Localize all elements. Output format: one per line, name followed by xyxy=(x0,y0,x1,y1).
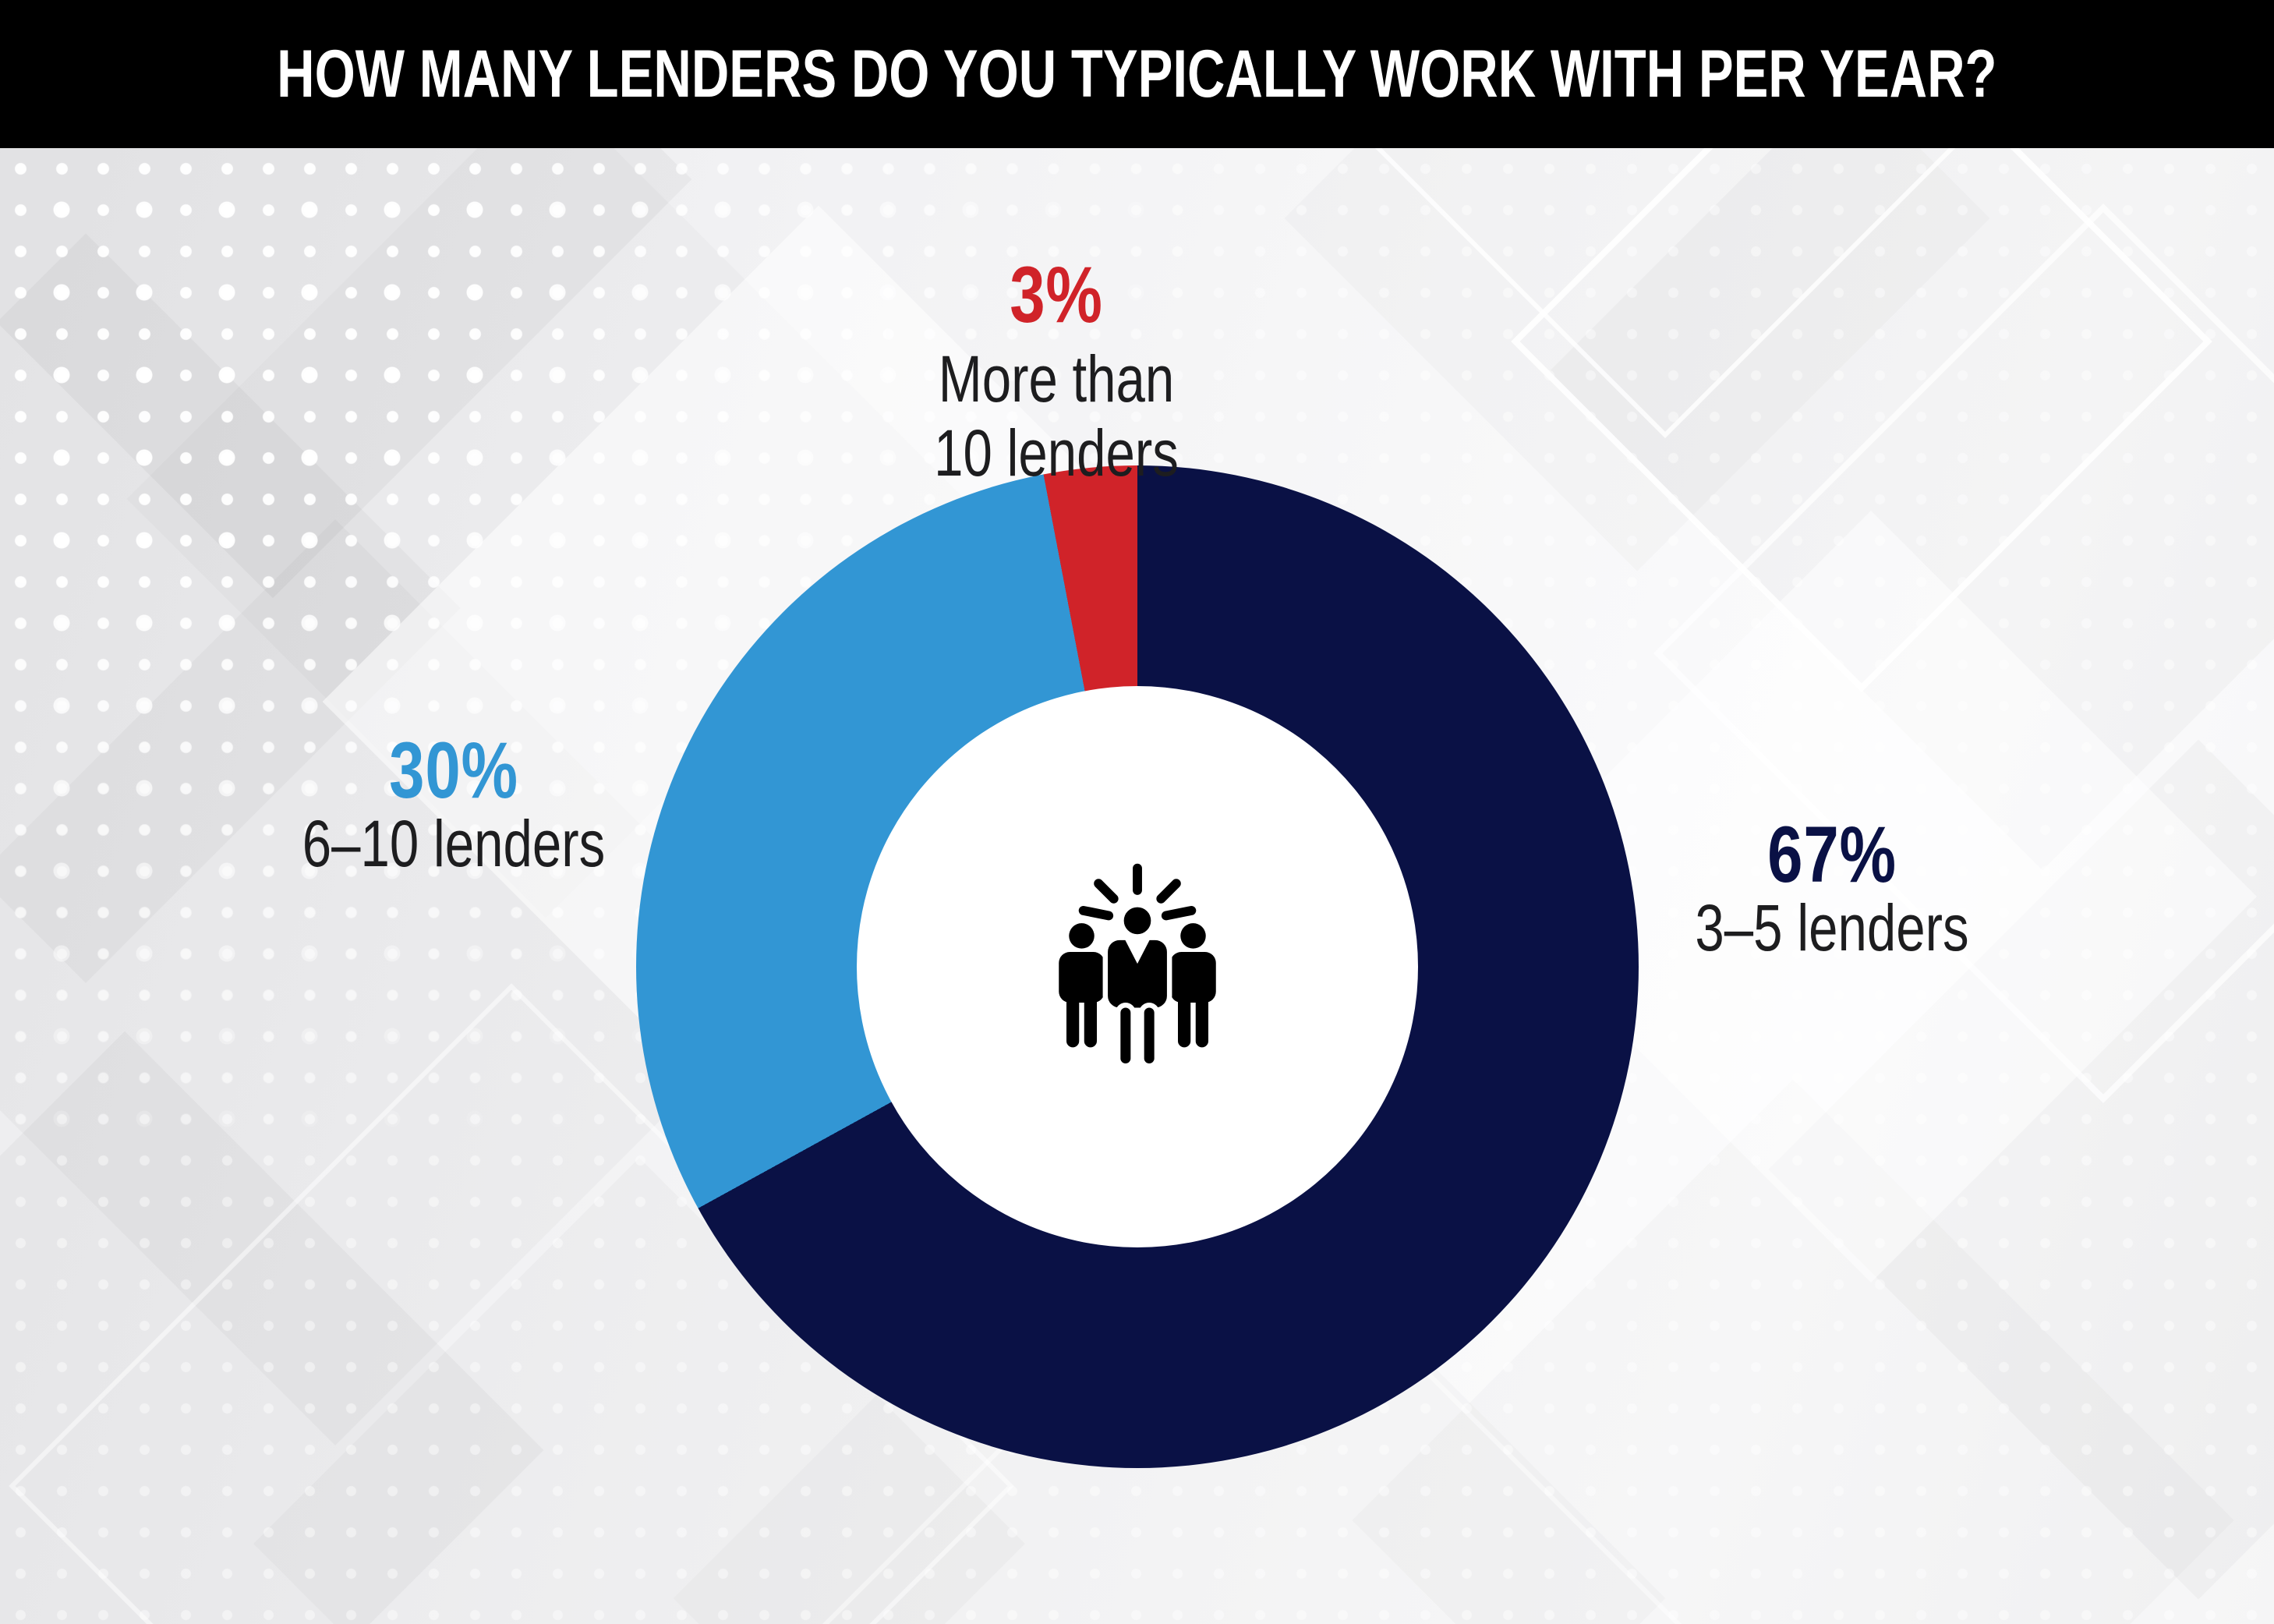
callout-more-than-10-lenders: 3% More than 10 lenders xyxy=(934,255,1179,490)
segment-label-blue: 6–10 lenders xyxy=(302,807,606,880)
callout-3-5-lenders: 67% 3–5 lenders xyxy=(1695,815,1968,965)
people-group-icon xyxy=(1059,863,1216,1068)
donut-chart xyxy=(636,465,1639,1468)
page-title: HOW MANY LENDERS DO YOU TYPICALLY WORK W… xyxy=(277,37,1997,111)
percent-value-red: 3% xyxy=(1010,250,1103,339)
segment-label-red: More than 10 lenders xyxy=(934,342,1179,490)
title-bar: HOW MANY LENDERS DO YOU TYPICALLY WORK W… xyxy=(0,0,2274,148)
callout-6-10-lenders: 30% 6–10 lenders xyxy=(302,731,606,881)
rays-icon xyxy=(1078,863,1197,920)
percent-value-blue: 30% xyxy=(389,726,518,815)
donut-hole xyxy=(857,686,1418,1247)
segment-label-navy: 3–5 lenders xyxy=(1695,891,1969,964)
segment-label-line1: More than xyxy=(938,342,1175,416)
segment-label-line2: 10 lenders xyxy=(934,416,1179,490)
percent-value-navy: 67% xyxy=(1767,810,1897,899)
